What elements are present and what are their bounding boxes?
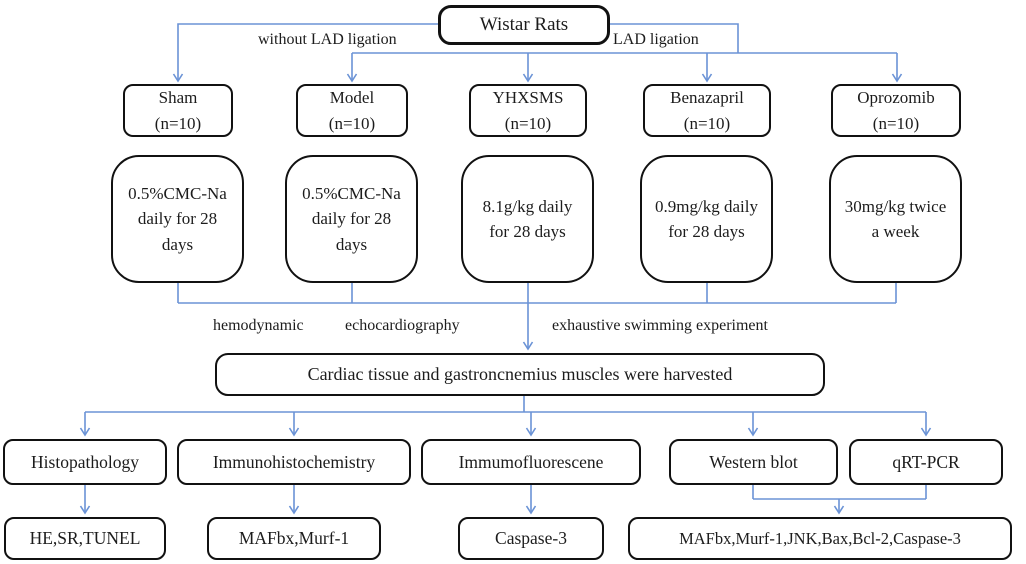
method-label: Western blot <box>709 451 798 472</box>
result-label: MAFbx,Murf-1,JNK,Bax,Bcl-2,Caspase-3 <box>679 528 961 548</box>
group-box-yhxsms: YHXSMS (n=10) <box>469 84 587 137</box>
treatment-box-benazapril: 0.9mg/kg daily for 28 days <box>640 155 773 283</box>
group-n: (n=10) <box>683 113 731 133</box>
result-label: MAFbx,Murf-1 <box>238 528 350 549</box>
method-box-qrt-pcr: qRT-PCR <box>849 439 1003 485</box>
result-box-caspase3: Caspase-3 <box>458 517 604 560</box>
group-box-sham: Sham (n=10) <box>123 84 233 137</box>
connector-root-to-sham <box>172 23 438 83</box>
branch-label-lad-ligation: LAD ligation <box>613 31 699 48</box>
result-box-he-sr-tunel: HE,SR,TUNEL <box>4 517 166 560</box>
group-name: Oprozomib <box>857 88 935 107</box>
result-label: Caspase-3 <box>495 528 567 549</box>
group-name: Benazapril <box>670 88 744 107</box>
group-name: Model <box>329 88 375 107</box>
method-label: Histopathology <box>31 451 139 472</box>
harvest-label: Cardiac tissue and gastroncnemius muscle… <box>307 363 733 384</box>
group-n: (n=10) <box>328 113 376 133</box>
method-label: qRT-PCR <box>892 451 960 472</box>
group-name: YHXSMS <box>492 88 564 107</box>
assessment-label-hemodynamic: hemodynamic <box>213 317 304 334</box>
treatment-box-yhxsms: 8.1g/kg daily for 28 days <box>461 155 594 283</box>
group-box-benazapril: Benazapril (n=10) <box>643 84 771 137</box>
method-box-western-blot: Western blot <box>669 439 838 485</box>
method-box-immunofluorescence: Immumofluorescene <box>421 439 641 485</box>
method-box-histopathology: Histopathology <box>3 439 167 485</box>
treatment-text: 0.9mg/kg daily for 28 days <box>655 196 758 242</box>
assessment-label-exhaustive-swimming: exhaustive swimming experiment <box>552 317 768 334</box>
method-box-immunohistochemistry: Immunohistochemistry <box>177 439 411 485</box>
result-box-wb-pcr-markers: MAFbx,Murf-1,JNK,Bax,Bcl-2,Caspase-3 <box>628 517 1012 560</box>
group-n: (n=10) <box>504 113 552 133</box>
treatment-text: 30mg/kg twice a week <box>844 196 947 242</box>
treatment-box-model: 0.5%CMC-Na daily for 28 days <box>285 155 418 283</box>
group-box-model: Model (n=10) <box>296 84 408 137</box>
result-box-mafbx-murf1: MAFbx,Murf-1 <box>207 517 381 560</box>
treatment-box-sham: 0.5%CMC-Na daily for 28 days <box>111 155 244 283</box>
method-label: Immumofluorescene <box>458 451 604 472</box>
assessment-label-echocardiography: echocardiography <box>345 317 460 334</box>
treatment-text: 8.1g/kg daily for 28 days <box>482 196 573 242</box>
harvest-box: Cardiac tissue and gastroncnemius muscle… <box>215 353 825 396</box>
connector-root-to-ligation-bus <box>610 23 739 53</box>
root-label: Wistar Rats <box>479 13 569 35</box>
group-box-oprozomib: Oprozomib (n=10) <box>831 84 961 137</box>
result-label: HE,SR,TUNEL <box>29 528 141 549</box>
treatment-box-oprozomib: 30mg/kg twice a week <box>829 155 962 283</box>
method-label: Immunohistochemistry <box>212 451 376 472</box>
group-n: (n=10) <box>872 113 920 133</box>
group-n: (n=10) <box>154 113 202 133</box>
group-name: Sham <box>158 88 198 107</box>
branch-label-without-lad-ligation: without LAD ligation <box>258 31 397 48</box>
treatment-text: 0.5%CMC-Na daily for 28 days <box>302 183 401 254</box>
treatment-text: 0.5%CMC-Na daily for 28 days <box>128 183 227 254</box>
root-box-wistar-rats: Wistar Rats <box>438 5 610 45</box>
